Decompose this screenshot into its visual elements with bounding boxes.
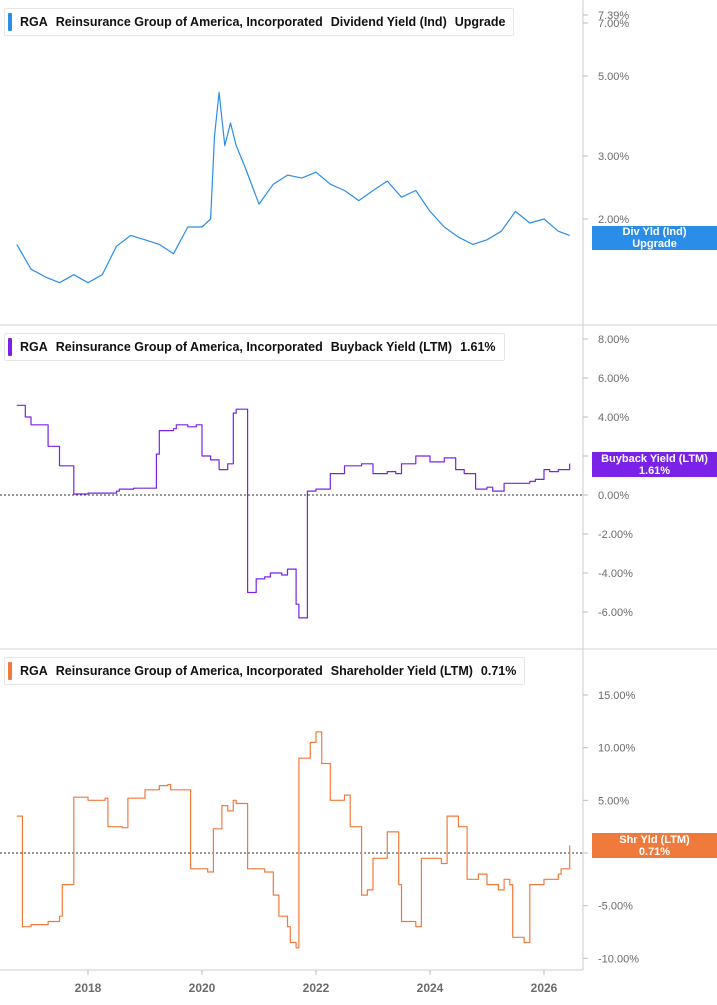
- buyback-legend-value: 1.61%: [460, 340, 496, 354]
- dividend-legend-metric: Dividend Yield (Ind): [330, 15, 447, 29]
- x-tick-label: 2022: [303, 981, 330, 995]
- buyback-legend: RGA Reinsurance Group of America, Incorp…: [4, 333, 505, 361]
- shareholder-legend-swatch: [8, 662, 12, 680]
- buyback-legend-company: Reinsurance Group of America, Incorporat…: [55, 340, 323, 354]
- shareholder-tag-label: Shr Yld (LTM): [619, 833, 690, 846]
- dividend-y-tick-label: 3.00%: [598, 151, 629, 163]
- dividend-value-tag: Div Yld (Ind) Upgrade: [592, 226, 717, 250]
- shareholder-y-tick-label: -5.00%: [598, 901, 633, 913]
- shareholder-y-tick-label: 15.00%: [598, 690, 636, 702]
- shareholder-legend-value: 0.71%: [480, 664, 517, 678]
- buyback-y-tick-label: -6.00%: [598, 607, 633, 619]
- buyback-legend-swatch: [8, 338, 12, 356]
- x-tick-label: 2020: [189, 981, 216, 995]
- buyback-y-tick-label: 8.00%: [598, 334, 629, 346]
- buyback-value-tag: Buyback Yield (LTM) 1.61%: [592, 452, 717, 477]
- dividend-legend-company: Reinsurance Group of America, Incorporat…: [55, 15, 323, 29]
- dividend-tag-value[interactable]: Upgrade: [632, 238, 677, 250]
- buyback-tag-value: 1.61%: [638, 464, 671, 477]
- shareholder-series-line: [16, 731, 571, 949]
- shareholder-legend: RGA Reinsurance Group of America, Incorp…: [4, 657, 526, 685]
- shareholder-tag-value: 0.71%: [638, 845, 671, 858]
- x-tick-label: 2024: [417, 981, 444, 995]
- dividend-y-tick-label: 5.00%: [598, 71, 629, 83]
- buyback-legend-metric: Buyback Yield (LTM): [330, 340, 453, 354]
- x-tick-label: 2018: [75, 981, 102, 995]
- shareholder-y-tick-label: 5.00%: [598, 795, 629, 807]
- dividend-legend-swatch: [8, 13, 12, 31]
- buyback-y-tick-label: -4.00%: [598, 568, 633, 580]
- shareholder-value-tag: Shr Yld (LTM) 0.71%: [592, 833, 717, 858]
- dividend-tag-label: Div Yld (Ind): [622, 226, 687, 238]
- x-tick-label: 2026: [531, 981, 558, 995]
- buyback-y-tick-label: 4.00%: [598, 412, 629, 424]
- buyback-y-tick-label: 6.00%: [598, 373, 629, 385]
- dividend-legend: RGA Reinsurance Group of America, Incorp…: [4, 8, 515, 36]
- dividend-legend-ticker: RGA: [20, 15, 48, 29]
- buyback-legend-ticker: RGA: [20, 340, 48, 354]
- shareholder-legend-company: Reinsurance Group of America, Incorporat…: [55, 664, 323, 678]
- buyback-series-line: [16, 404, 571, 619]
- buyback-y-tick-label: 0.00%: [598, 490, 629, 502]
- dividend-y-tick-label: 2.00%: [598, 214, 629, 226]
- shareholder-legend-ticker: RGA: [20, 664, 48, 678]
- shareholder-y-tick-label: 10.00%: [598, 743, 636, 755]
- dividend-y-tick-label: 7.00%: [598, 18, 629, 30]
- dividend-y-tick-label: 7.39%: [598, 10, 629, 22]
- shareholder-legend-metric: Shareholder Yield (LTM): [330, 664, 473, 678]
- buyback-tag-label: Buyback Yield (LTM): [601, 452, 708, 465]
- dividend-series-line: [16, 91, 570, 284]
- dividend-legend-value[interactable]: Upgrade: [454, 15, 506, 29]
- buyback-y-tick-label: -2.00%: [598, 529, 633, 541]
- shareholder-y-tick-label: -10.00%: [598, 953, 639, 965]
